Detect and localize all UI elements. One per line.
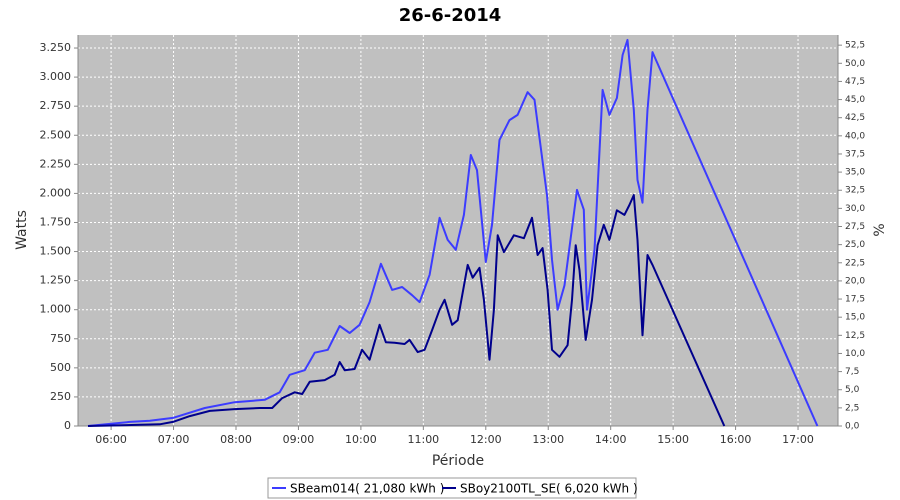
y2-tick-label: 2,5 [845, 403, 859, 413]
y2-tick-label: 0,0 [845, 422, 860, 432]
y2-tick-label: 15,0 [845, 313, 865, 323]
y2-tick-label: 45,0 [845, 95, 865, 105]
y-tick-label: 2.750 [40, 99, 72, 112]
x-tick-label: 13:00 [532, 433, 564, 446]
x-tick-label: 14:00 [595, 433, 627, 446]
y2-tick-label: 40,0 [845, 131, 865, 141]
y2-tick-label: 22,5 [845, 258, 865, 268]
y-tick-label: 3.000 [40, 70, 72, 83]
y2-tick-label: 10,0 [845, 349, 865, 359]
x-tick-label: 15:00 [657, 433, 689, 446]
x-tick-label: 06:00 [95, 433, 127, 446]
y2-tick-label: 30,0 [845, 204, 865, 214]
y2-tick-label: 42,5 [845, 113, 865, 123]
y-tick-label: 0 [64, 419, 71, 432]
x-axis-label: Période [432, 453, 484, 469]
y-tick-label: 250 [50, 390, 71, 403]
y2-tick-label: 50,0 [845, 59, 865, 69]
y2-tick-label: 37,5 [845, 149, 865, 159]
y-tick-label: 750 [50, 332, 71, 345]
x-tick-label: 12:00 [470, 433, 502, 446]
y2-tick-label: 47,5 [845, 77, 865, 87]
legend-label: SBeam014( 21,080 kWh ) [290, 482, 444, 496]
y-tick-label: 1.250 [40, 274, 72, 287]
y2-tick-label: 17,5 [845, 295, 865, 305]
y-tick-label: 500 [50, 361, 71, 374]
y-tick-label: 1.000 [40, 303, 72, 316]
y2-tick-label: 32,5 [845, 186, 865, 196]
chart-title: 26-6-2014 [399, 5, 502, 26]
y2-tick-label: 27,5 [845, 222, 865, 232]
y-tick-label: 2.500 [40, 128, 72, 141]
y-tick-label: 2.000 [40, 186, 72, 199]
x-tick-label: 07:00 [158, 433, 190, 446]
y-tick-label: 3.250 [40, 41, 72, 54]
x-tick-label: 10:00 [345, 433, 377, 446]
x-tick-label: 11:00 [407, 433, 439, 446]
y2-tick-label: 12,5 [845, 331, 865, 341]
y2-axis-label: % [872, 223, 888, 236]
plot-area [78, 35, 838, 426]
series-line [87, 194, 726, 427]
y-tick-label: 2.250 [40, 157, 72, 170]
y-tick-label: 1.750 [40, 215, 72, 228]
y2-tick-label: 7,5 [845, 367, 859, 377]
series-line [87, 38, 819, 427]
y2-tick-label: 35,0 [845, 168, 865, 178]
y-axis-label: Watts [14, 210, 30, 250]
y2-tick-label: 5,0 [845, 385, 860, 395]
y2-tick-label: 25,0 [845, 240, 865, 250]
x-tick-label: 16:00 [720, 433, 752, 446]
x-tick-label: 08:00 [220, 433, 252, 446]
x-tick-label: 17:00 [782, 433, 814, 446]
legend-label: SBoy2100TL_SE( 6,020 kWh ) [460, 482, 638, 496]
y-tick-label: 1.500 [40, 245, 72, 258]
x-tick-label: 09:00 [283, 433, 315, 446]
y2-tick-label: 52,5 [845, 41, 865, 51]
y2-tick-label: 20,0 [845, 276, 865, 286]
